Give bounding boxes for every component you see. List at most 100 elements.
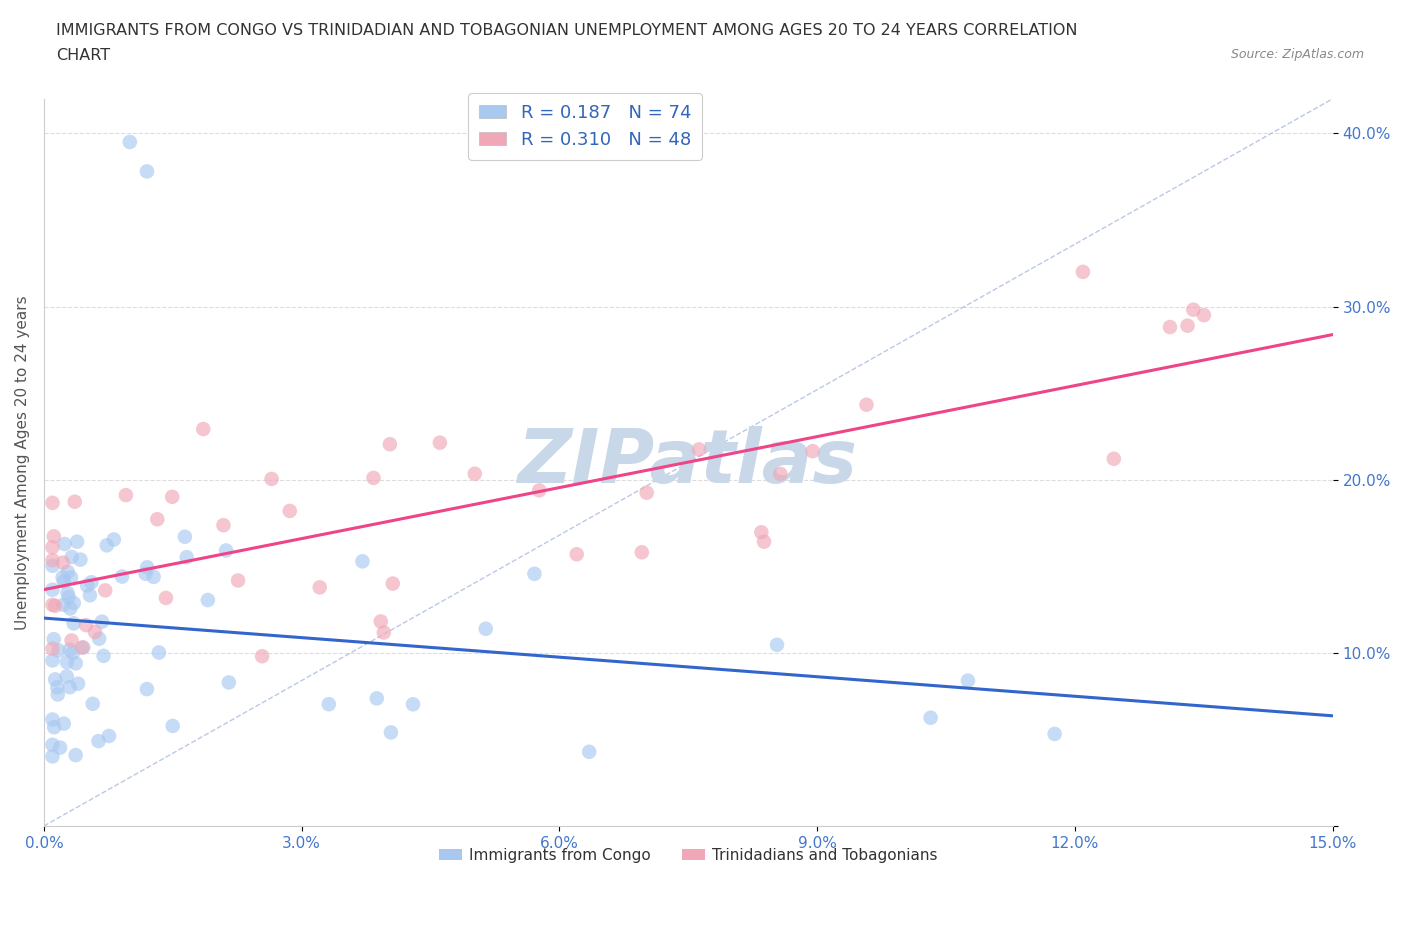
Point — [136, 164, 159, 179]
Point — [1177, 318, 1199, 333]
Point — [41, 642, 63, 657]
Point — [474, 621, 496, 636]
Point — [41, 653, 63, 668]
Point — [75, 618, 97, 632]
Point — [855, 397, 877, 412]
Point — [146, 512, 169, 526]
Point — [72, 640, 94, 655]
Point — [60, 550, 83, 565]
Point — [429, 435, 451, 450]
Point — [148, 645, 170, 660]
Point — [96, 538, 118, 552]
Point — [529, 483, 551, 498]
Point — [52, 574, 75, 589]
Point — [60, 633, 83, 648]
Point — [44, 720, 66, 735]
Point — [58, 590, 80, 604]
Point — [1102, 451, 1125, 466]
Point — [920, 711, 942, 725]
Text: CHART: CHART — [56, 48, 110, 63]
Point — [69, 552, 91, 567]
Point — [749, 525, 772, 539]
Point — [118, 135, 141, 150]
Point — [59, 643, 82, 658]
Point — [52, 555, 75, 570]
Text: Source: ZipAtlas.com: Source: ZipAtlas.com — [1230, 48, 1364, 61]
Point — [378, 437, 401, 452]
Point — [76, 578, 98, 593]
Point — [56, 565, 79, 579]
Point — [260, 472, 283, 486]
Point — [93, 648, 115, 663]
Point — [155, 591, 177, 605]
Point — [59, 570, 82, 585]
Point — [103, 532, 125, 547]
Point — [218, 675, 240, 690]
Point — [70, 640, 93, 655]
Point — [250, 649, 273, 664]
Point — [565, 547, 588, 562]
Point — [370, 614, 392, 629]
Point — [44, 672, 66, 687]
Point — [766, 637, 789, 652]
Point — [87, 734, 110, 749]
Point — [215, 543, 238, 558]
Point — [65, 748, 87, 763]
Point — [162, 719, 184, 734]
Point — [41, 712, 63, 727]
Point — [801, 444, 824, 458]
Point — [79, 588, 101, 603]
Point — [52, 716, 75, 731]
Point — [87, 631, 110, 646]
Point — [636, 485, 658, 500]
Point — [352, 554, 374, 569]
Point — [59, 680, 82, 695]
Point — [381, 577, 404, 591]
Point — [1192, 308, 1215, 323]
Point — [1159, 320, 1181, 335]
Point — [278, 503, 301, 518]
Point — [402, 697, 425, 711]
Legend: Immigrants from Congo, Trinidadians and Tobagonians: Immigrants from Congo, Trinidadians and … — [433, 842, 943, 870]
Point — [42, 529, 65, 544]
Point — [62, 645, 84, 660]
Point — [956, 673, 979, 688]
Text: IMMIGRANTS FROM CONGO VS TRINIDADIAN AND TOBAGONIAN UNEMPLOYMENT AMONG AGES 20 T: IMMIGRANTS FROM CONGO VS TRINIDADIAN AND… — [56, 23, 1078, 38]
Point — [630, 545, 652, 560]
Point — [49, 740, 72, 755]
Point — [197, 592, 219, 607]
Point — [42, 631, 65, 646]
Point — [41, 597, 63, 612]
Point — [193, 421, 215, 436]
Point — [308, 580, 330, 595]
Point — [136, 682, 159, 697]
Point — [84, 625, 107, 640]
Point — [212, 518, 235, 533]
Point — [173, 529, 195, 544]
Point — [41, 582, 63, 597]
Point — [63, 494, 86, 509]
Point — [769, 467, 792, 482]
Point — [46, 680, 69, 695]
Point — [366, 691, 388, 706]
Point — [53, 537, 76, 551]
Point — [56, 585, 79, 600]
Point — [56, 655, 79, 670]
Point — [115, 487, 138, 502]
Point — [136, 560, 159, 575]
Point — [1182, 302, 1205, 317]
Point — [66, 534, 89, 549]
Point — [111, 569, 134, 584]
Point — [318, 697, 340, 711]
Point — [142, 569, 165, 584]
Point — [62, 595, 84, 610]
Point — [41, 737, 63, 752]
Point — [52, 597, 75, 612]
Point — [373, 625, 395, 640]
Point — [41, 558, 63, 573]
Point — [65, 656, 87, 671]
Point — [1071, 264, 1094, 279]
Point — [688, 442, 710, 457]
Point — [176, 550, 198, 565]
Point — [52, 570, 75, 585]
